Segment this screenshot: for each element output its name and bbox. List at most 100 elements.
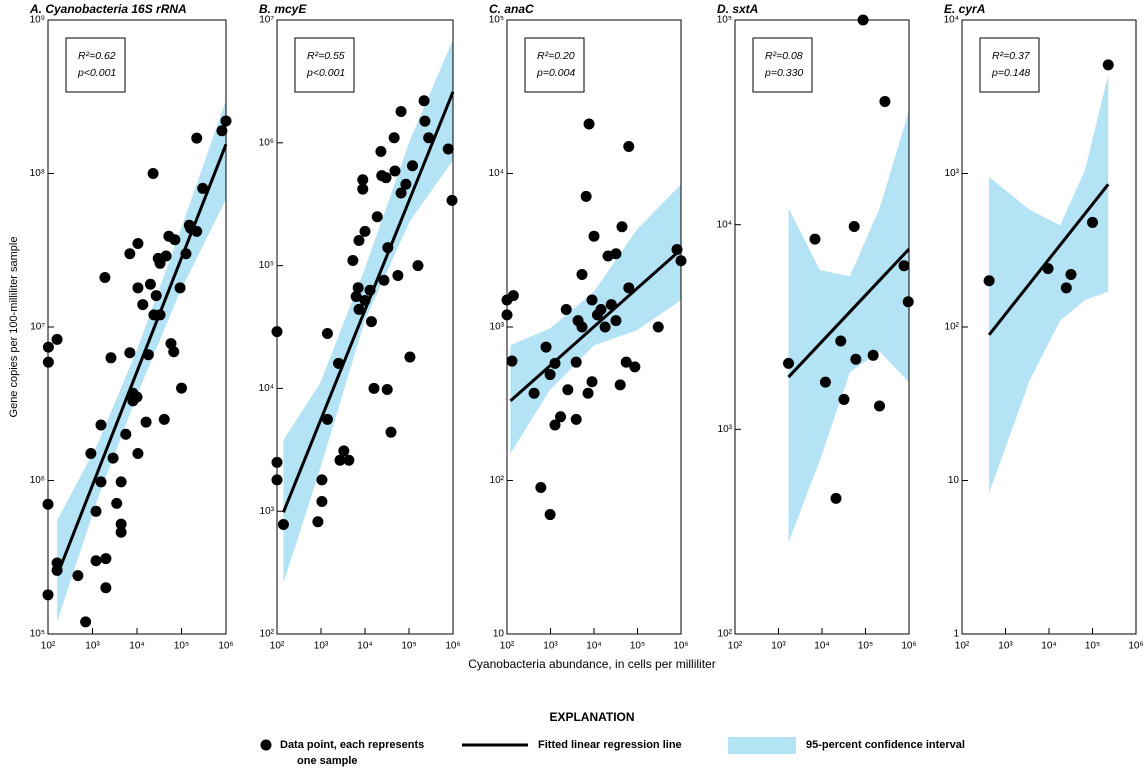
data-point xyxy=(576,321,588,333)
data-point xyxy=(132,447,144,459)
data-point xyxy=(599,321,611,333)
y-tick-label: 10⁵ xyxy=(489,15,504,26)
y-tick-label: 10³ xyxy=(260,506,275,517)
data-point xyxy=(124,248,136,260)
data-point xyxy=(132,237,144,249)
y-tick-label: 10³ xyxy=(718,424,733,435)
data-point xyxy=(271,474,283,486)
data-point xyxy=(312,516,324,528)
data-point xyxy=(629,361,641,373)
data-point xyxy=(132,282,144,294)
data-point xyxy=(144,278,156,290)
data-point xyxy=(100,582,112,594)
y-tick-label: 10⁷ xyxy=(30,322,45,333)
data-point xyxy=(95,419,107,431)
data-point xyxy=(983,275,995,287)
confidence-band xyxy=(788,110,909,543)
x-tick-label: 10² xyxy=(270,641,285,652)
data-point xyxy=(867,349,879,361)
data-point xyxy=(197,182,209,194)
data-point xyxy=(42,341,54,353)
data-point xyxy=(1102,59,1114,71)
data-point xyxy=(216,125,228,137)
data-point xyxy=(446,194,458,206)
data-point xyxy=(357,183,369,195)
x-tick-label: 10⁵ xyxy=(858,641,873,652)
data-point xyxy=(338,445,350,457)
data-point xyxy=(95,476,107,488)
data-point xyxy=(404,351,416,363)
x-tick-label: 10³ xyxy=(998,641,1013,652)
data-point xyxy=(848,220,860,232)
regression-line xyxy=(987,183,1110,336)
data-point xyxy=(586,376,598,388)
data-point xyxy=(371,211,383,223)
data-point xyxy=(540,341,552,353)
y-tick-label: 10⁶ xyxy=(259,137,274,148)
data-point xyxy=(100,553,112,565)
stats-text: p=0.148 xyxy=(991,67,1030,79)
regression-line xyxy=(55,143,228,577)
stats-box xyxy=(65,37,126,93)
legend-label: Data point, each represents xyxy=(280,739,424,751)
data-point xyxy=(359,225,371,237)
y-tick-label: 10² xyxy=(945,322,960,333)
stats-text: p=0.004 xyxy=(536,67,575,79)
data-point xyxy=(168,346,180,358)
data-point xyxy=(368,382,380,394)
legend-point-symbol xyxy=(260,739,272,751)
data-point xyxy=(375,145,387,157)
data-point xyxy=(586,294,598,306)
x-tick-label: 10⁶ xyxy=(445,641,460,652)
y-tick-label: 10² xyxy=(260,629,275,640)
data-point xyxy=(271,326,283,338)
data-point xyxy=(610,248,622,260)
data-point xyxy=(169,234,181,246)
x-tick-label: 10⁶ xyxy=(673,641,688,652)
data-point xyxy=(898,260,910,272)
x-tick-label: 10⁵ xyxy=(630,641,645,652)
y-tick-label: 10³ xyxy=(490,322,505,333)
data-point xyxy=(412,260,424,272)
data-point xyxy=(353,235,365,247)
stats-box xyxy=(524,37,585,93)
data-point xyxy=(80,616,92,628)
legend-label: one sample xyxy=(297,755,358,767)
data-point xyxy=(277,518,289,530)
data-point xyxy=(353,303,365,315)
y-tick-label: 10 xyxy=(948,475,960,486)
legend-label: 95-percent confidence interval xyxy=(806,739,965,751)
data-point xyxy=(174,282,186,294)
data-point xyxy=(419,115,431,127)
data-point xyxy=(271,456,283,468)
data-point xyxy=(42,589,54,601)
x-tick-label: 10⁴ xyxy=(814,641,829,652)
regression-line xyxy=(282,91,455,513)
data-point xyxy=(389,165,401,177)
y-tick-label: 10⁴ xyxy=(944,15,959,26)
data-point xyxy=(385,426,397,438)
data-point xyxy=(850,353,862,365)
y-tick-label: 10⁴ xyxy=(489,168,504,179)
data-point xyxy=(902,296,914,308)
data-point xyxy=(388,132,400,144)
data-point xyxy=(570,356,582,368)
panel-title: C. anaC xyxy=(489,2,534,16)
confidence-band xyxy=(989,74,1109,493)
data-point xyxy=(150,290,162,302)
stats-text: p=0.330 xyxy=(764,67,803,79)
data-point xyxy=(120,428,132,440)
stats-text: R²=0.37 xyxy=(992,50,1031,62)
data-point xyxy=(321,413,333,425)
data-point xyxy=(535,482,547,494)
data-point xyxy=(107,452,119,464)
data-point xyxy=(85,447,97,459)
y-tick-label: 10⁸ xyxy=(30,168,45,179)
data-point xyxy=(395,105,407,117)
legend-label: Fitted linear regression line xyxy=(538,739,682,751)
data-point xyxy=(395,187,407,199)
data-point xyxy=(1060,282,1072,294)
data-point xyxy=(879,95,891,107)
